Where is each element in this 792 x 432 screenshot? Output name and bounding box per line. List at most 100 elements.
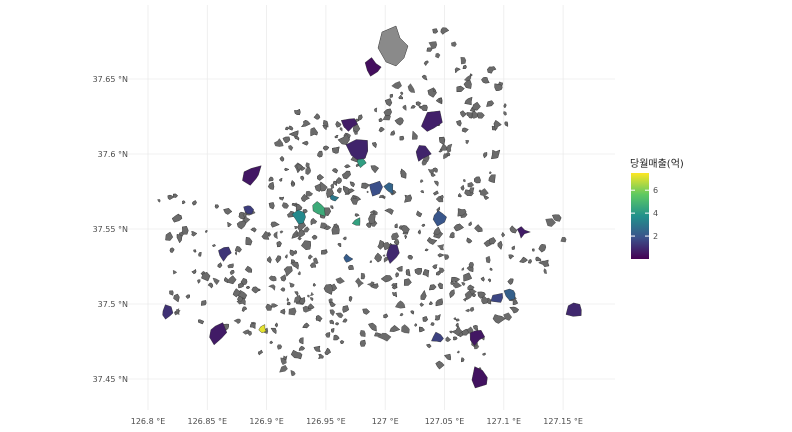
region-no-data <box>463 179 466 182</box>
region-no-data <box>275 255 282 264</box>
region-no-data <box>205 230 208 234</box>
region-no-data <box>398 94 403 100</box>
region-no-data <box>472 293 476 297</box>
region-no-data <box>236 220 247 230</box>
region-no-data <box>469 73 473 77</box>
region-sales <box>432 210 447 227</box>
region-no-data <box>279 177 283 182</box>
region-no-data <box>466 112 473 119</box>
region-no-data <box>368 213 376 224</box>
region-no-data <box>343 185 351 195</box>
region-no-data <box>458 193 462 198</box>
region-no-data <box>440 27 450 35</box>
region-no-data <box>173 293 180 303</box>
region-no-data <box>355 277 364 288</box>
region-no-data <box>394 239 400 246</box>
region-no-data <box>414 323 418 327</box>
region-no-data <box>389 325 401 332</box>
region-no-data <box>383 108 392 117</box>
region-no-data <box>444 353 451 361</box>
region-sales <box>516 226 531 239</box>
region-no-data <box>422 316 428 322</box>
region-no-data <box>244 265 252 273</box>
y-tick-label: 37.55 °N <box>93 225 128 234</box>
region-sales <box>218 246 232 262</box>
region-no-data <box>382 196 386 200</box>
region-no-data <box>481 77 490 84</box>
region-no-data <box>455 318 460 322</box>
region-no-data <box>288 145 294 151</box>
region-no-data <box>165 231 173 241</box>
region-no-data <box>503 111 507 116</box>
region-no-data <box>472 101 481 111</box>
legend-tick-label: 4 <box>653 209 658 218</box>
region-no-data <box>451 325 463 337</box>
region-no-data <box>173 193 178 198</box>
region-no-data <box>279 196 285 201</box>
region-sales <box>330 194 340 202</box>
region-sales <box>340 118 358 132</box>
x-tick-label: 127.15 °E <box>543 417 583 426</box>
region-no-data <box>307 294 310 298</box>
region-no-data <box>250 227 257 233</box>
region-no-data <box>349 181 355 188</box>
region-no-data <box>391 232 400 240</box>
region-no-data <box>198 252 202 257</box>
region-no-data <box>512 299 519 305</box>
region-no-data <box>392 291 397 298</box>
region-no-data <box>433 226 441 235</box>
region-no-data <box>463 272 473 282</box>
region-no-data <box>415 101 422 107</box>
region-no-data <box>348 265 354 270</box>
region-no-data <box>480 276 485 282</box>
region-no-data <box>297 236 302 241</box>
region-no-data <box>314 183 322 192</box>
region-no-data <box>508 254 515 260</box>
legend-title: 당월매출(억) <box>630 158 684 170</box>
region-no-data <box>446 143 453 153</box>
region-no-data <box>410 105 416 109</box>
region-no-data <box>302 322 310 329</box>
region-no-data <box>437 253 445 258</box>
region-no-data <box>462 64 467 69</box>
region-no-data <box>342 305 349 313</box>
region-no-data <box>289 249 296 257</box>
region-sales <box>345 139 369 160</box>
region-no-data <box>451 277 460 282</box>
region-no-data <box>400 168 407 179</box>
region-no-data <box>291 259 296 264</box>
region-no-data <box>511 245 515 250</box>
region-no-data <box>226 275 237 285</box>
region-no-data <box>352 195 357 200</box>
region-no-data <box>435 298 443 307</box>
region-no-data <box>331 168 338 174</box>
region-no-data <box>467 182 475 188</box>
region-no-data <box>462 328 469 336</box>
x-tick-label: 126.95 °E <box>306 417 346 426</box>
region-no-data <box>318 353 324 360</box>
region-no-data <box>429 284 437 291</box>
region-no-data <box>494 83 503 91</box>
region-sales <box>291 209 306 225</box>
region-no-data <box>179 232 184 236</box>
region-no-data <box>280 287 286 292</box>
region-no-data <box>235 251 237 256</box>
region-no-data <box>323 284 333 295</box>
region-no-data <box>493 120 502 131</box>
region-no-data <box>193 249 197 253</box>
region-no-data <box>390 130 396 136</box>
region-no-data <box>339 127 343 132</box>
x-tick-label: 126.8 °E <box>131 417 166 426</box>
region-no-data <box>332 181 337 186</box>
y-tick-label: 37.5 °N <box>98 300 128 309</box>
region-sales <box>415 145 432 162</box>
region-sales <box>369 180 383 197</box>
region-no-data <box>465 140 470 145</box>
region-no-data <box>439 143 448 151</box>
region-no-data <box>321 249 328 255</box>
region-no-data <box>438 149 443 153</box>
region-no-data <box>185 294 190 299</box>
region-no-data <box>342 170 351 180</box>
region-no-data <box>384 98 393 107</box>
region-no-data <box>301 193 310 202</box>
